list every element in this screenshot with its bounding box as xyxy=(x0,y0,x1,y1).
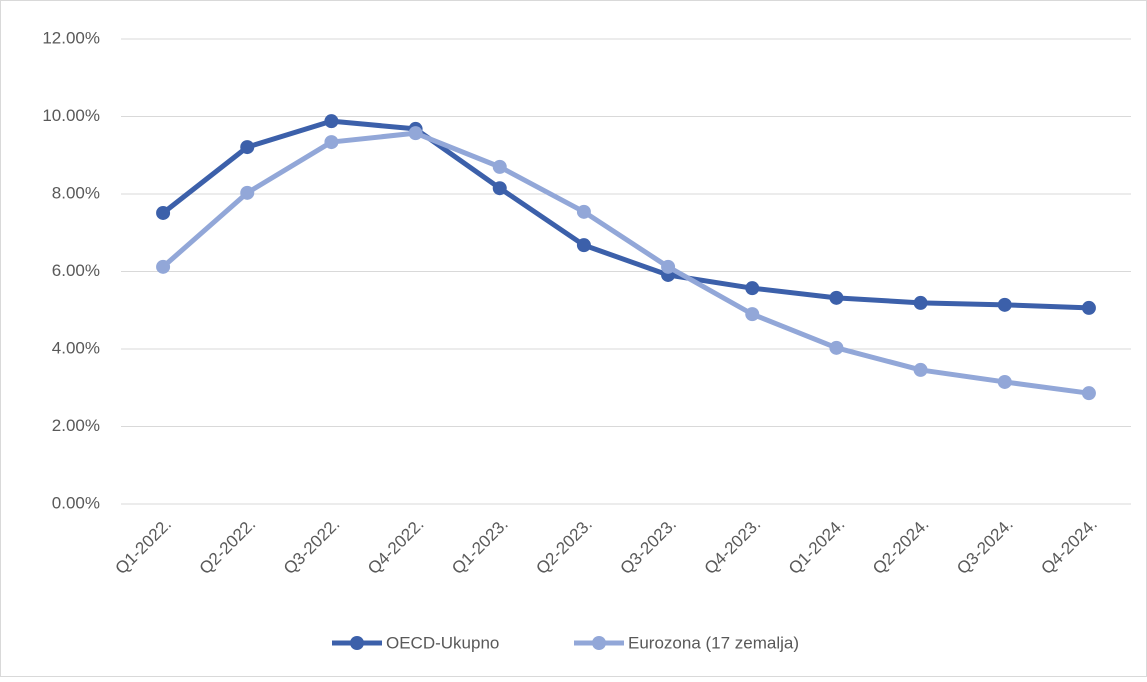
y-tick-label: 2.00% xyxy=(52,416,100,435)
legend-marker xyxy=(592,636,606,650)
y-tick-label: 8.00% xyxy=(52,183,100,202)
data-point xyxy=(240,185,255,200)
y-tick-label: 0.00% xyxy=(52,493,100,512)
data-point xyxy=(661,259,676,274)
data-point xyxy=(240,140,255,155)
series-line xyxy=(161,118,1090,311)
y-tick-label: 12.00% xyxy=(42,28,100,47)
data-point xyxy=(745,281,760,296)
data-point xyxy=(1081,386,1096,401)
data-point xyxy=(156,259,171,274)
data-point xyxy=(492,159,507,174)
data-point xyxy=(1081,300,1096,315)
series-line xyxy=(161,130,1090,396)
data-point xyxy=(324,114,339,129)
data-point xyxy=(997,297,1012,312)
y-tick-label: 4.00% xyxy=(52,338,100,357)
data-point xyxy=(829,340,844,355)
legend-label: Eurozona (17 zemalja) xyxy=(628,633,799,652)
data-point xyxy=(576,238,591,253)
data-point xyxy=(324,135,339,150)
data-point xyxy=(408,126,423,141)
data-point xyxy=(829,290,844,305)
data-point xyxy=(997,374,1012,389)
legend-marker xyxy=(350,636,364,650)
data-point xyxy=(576,204,591,219)
data-point xyxy=(913,295,928,310)
data-point xyxy=(745,307,760,322)
y-tick-label: 10.00% xyxy=(42,106,100,125)
data-point xyxy=(492,181,507,196)
data-point xyxy=(156,205,171,220)
data-point xyxy=(913,362,928,377)
y-tick-label: 6.00% xyxy=(52,261,100,280)
legend-label: OECD-Ukupno xyxy=(386,633,499,652)
